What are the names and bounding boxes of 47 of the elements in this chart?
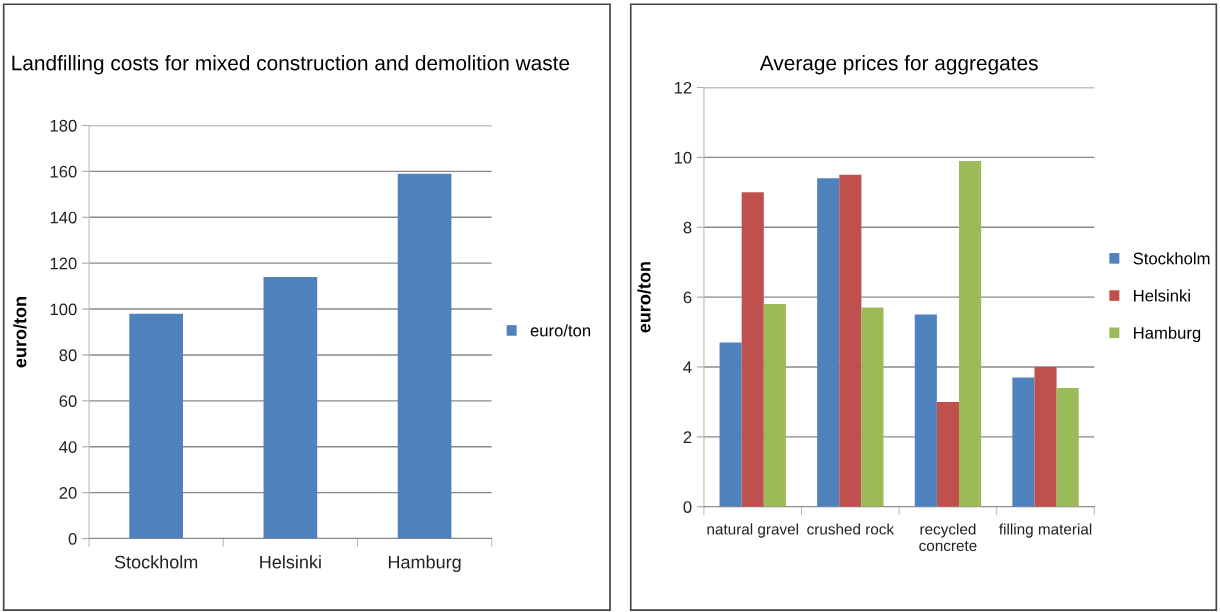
x-tick-label: crushed rock <box>807 523 895 535</box>
bar <box>129 313 183 539</box>
y-tick-label: 0 <box>68 532 77 545</box>
y-tick-label: 100 <box>50 303 77 316</box>
bar <box>861 307 884 507</box>
y-tick-label: 40 <box>59 441 77 453</box>
bar <box>817 178 840 507</box>
x-tick-label: Helsinki <box>260 555 321 569</box>
x-tick-label: Stockholm <box>114 555 198 569</box>
y-tick-label: 10 <box>674 151 692 164</box>
y-tick-label: 80 <box>59 349 77 362</box>
bar <box>1012 377 1035 507</box>
bar <box>839 174 862 507</box>
bar <box>263 276 318 539</box>
y-tick-label: 4 <box>683 361 692 374</box>
bar <box>959 160 982 507</box>
legend-label: Helsinki <box>1134 289 1190 302</box>
x-tick-label: natural gravel <box>707 523 799 538</box>
y-tick-label: 60 <box>59 395 77 408</box>
y-tick-label: 180 <box>50 119 77 132</box>
y-tick-label: 20 <box>59 487 77 499</box>
chart-title: Landfilling costs for mixed construction and demolition waste <box>12 55 570 75</box>
bar <box>741 192 764 507</box>
y-tick-label: 0 <box>683 501 692 513</box>
legend-label: Hamburg <box>1134 326 1201 343</box>
legend-label: euro/ton <box>530 324 591 337</box>
legend-label: Stockholm <box>1133 252 1210 265</box>
bar <box>1056 387 1079 507</box>
y-tick-label: 160 <box>50 165 77 178</box>
bar <box>763 304 786 507</box>
y-tick-label: 140 <box>50 211 77 224</box>
bar <box>397 173 452 539</box>
chart-title: Average prices for aggregates <box>759 55 1038 75</box>
x-tick-label: Hamburg <box>388 555 461 573</box>
y-axis-title: euro/ton <box>637 262 651 333</box>
y-tick-label: 8 <box>683 221 692 234</box>
y-tick-label: 2 <box>683 431 692 443</box>
y-tick-label: 6 <box>683 291 692 304</box>
bar <box>1034 367 1057 507</box>
bar <box>914 314 937 507</box>
bar <box>719 342 742 507</box>
y-tick-label: 12 <box>674 81 692 94</box>
x-tick-label: filling material <box>999 523 1092 538</box>
x-tick-label: recycled concrete <box>919 523 977 552</box>
y-axis-title: euro/ton <box>13 297 27 368</box>
bar <box>936 401 959 507</box>
y-tick-label: 120 <box>50 257 77 270</box>
